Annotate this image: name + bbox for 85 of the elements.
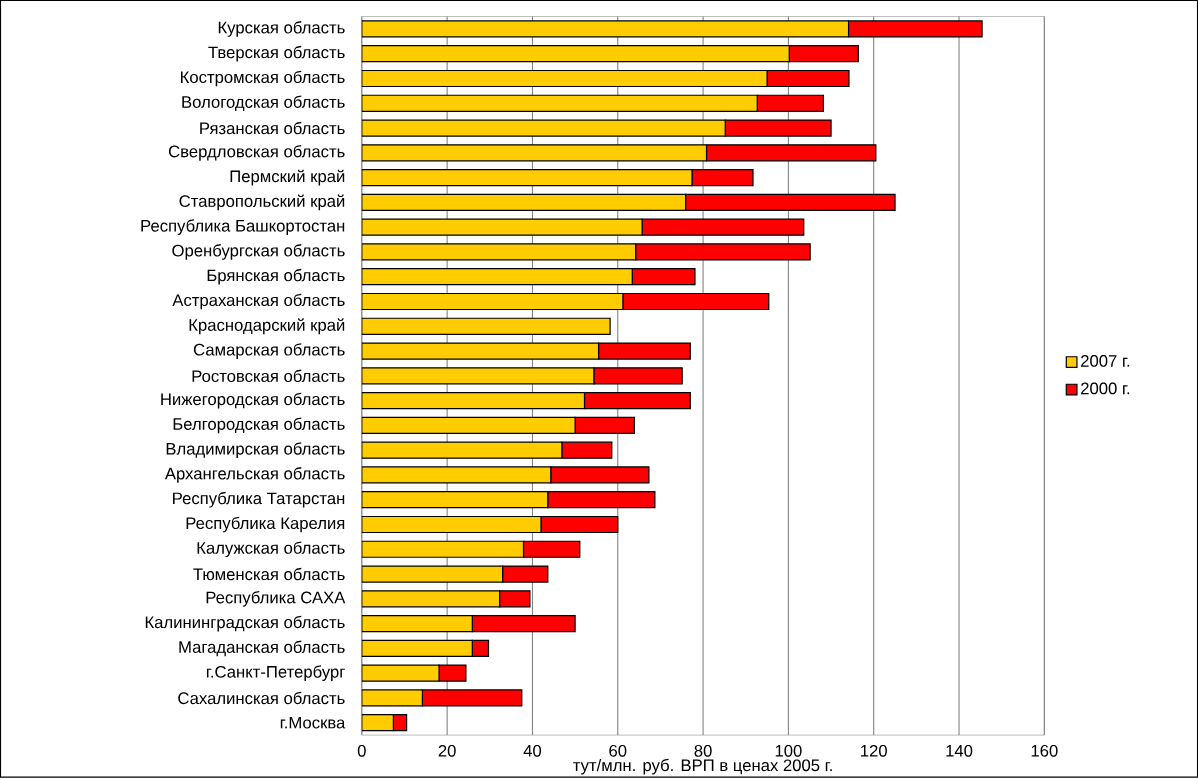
y-tick-label: Тюменская область: [193, 567, 345, 581]
y-tick-label: Калужская область: [197, 541, 345, 558]
bar: [724, 119, 832, 137]
bar: [540, 515, 619, 534]
bar: [361, 614, 473, 633]
y-tick-label: Владимирская область: [166, 442, 345, 458]
y-tick-label: Сахалинская область: [178, 691, 345, 705]
bar: [501, 565, 549, 583]
bar: [361, 69, 768, 88]
y-tick-label: Магаданская область: [179, 640, 345, 657]
y-tick-label: Рязанская область: [200, 121, 345, 135]
bar: [756, 94, 824, 112]
x-axis-title: тут/млн. руб. ВРП в ценах 2005 г.: [573, 758, 832, 775]
y-tick-label: Ростовская область: [192, 369, 345, 383]
bar: [361, 540, 525, 558]
bar: [522, 540, 581, 558]
y-tick-label: Свердловская область: [168, 144, 345, 161]
bar: [361, 268, 633, 286]
bar: [361, 491, 549, 509]
bar: [550, 466, 650, 484]
y-tick-label: Вологодская область: [182, 95, 345, 112]
bar: [691, 168, 754, 187]
y-tick-label: Самарская область: [193, 343, 345, 359]
y-tick-label: г.Москва: [280, 716, 346, 729]
bar: [622, 292, 770, 311]
y-tick-label: г.Санкт-Петербург: [206, 665, 345, 681]
bar: [593, 367, 683, 385]
y-tick-label: Калининградская область: [145, 615, 345, 632]
x-tick-label: 0: [357, 744, 366, 757]
bar: [361, 391, 586, 410]
bar: [361, 218, 643, 236]
bar: [583, 391, 691, 410]
x-tick-label: 120: [861, 744, 887, 757]
y-tick-label: Курская область: [218, 21, 345, 37]
y-tick-label: Костромская область: [180, 70, 345, 87]
y-tick-label: Республика Карелия: [186, 516, 345, 533]
y-tick-label: Архангельская область: [164, 467, 345, 483]
bar: [421, 689, 523, 707]
bar: [361, 144, 708, 162]
bar: [361, 515, 542, 534]
x-tick-label: 80: [694, 744, 712, 757]
bar: [574, 416, 635, 434]
x-tick-label: 20: [438, 744, 456, 757]
y-tick-label: Брянская область: [207, 268, 345, 285]
y-tick-label: Нижегородская область: [161, 392, 345, 409]
bar: [438, 664, 467, 682]
bar: [471, 639, 490, 657]
y-tick-label: Республика Татарстан: [173, 491, 345, 508]
bar: [361, 639, 473, 657]
bar: [361, 664, 440, 682]
bar: [561, 441, 613, 459]
bar: [499, 590, 531, 608]
bar: [361, 292, 624, 311]
y-tick-label: Республика Башкортостан: [141, 219, 345, 235]
bar: [631, 268, 696, 286]
y-tick-label: Тверская область: [208, 45, 345, 62]
bar: [361, 45, 790, 63]
bar: [361, 416, 576, 434]
y-tick-label: Ставропольский край: [179, 194, 345, 211]
y-tick-label: Астраханская область: [172, 293, 345, 310]
bar: [597, 342, 691, 360]
bar: [641, 218, 805, 236]
x-tick-label: 100: [775, 744, 802, 757]
y-tick-label: Белгородская область: [173, 417, 345, 434]
x-tick-label: 140: [946, 744, 973, 757]
bar: [471, 614, 576, 633]
bar: [361, 94, 758, 112]
bar: [635, 243, 811, 261]
y-tick-label: Пермский край: [230, 169, 345, 186]
bar: [361, 193, 687, 211]
y-tick-label: Республика САХА: [206, 590, 346, 607]
legend-label: 2007 г.: [1081, 355, 1130, 367]
bar: [361, 441, 563, 459]
bar: [361, 714, 394, 732]
x-tick-label: 60: [609, 744, 627, 757]
bar: [361, 367, 595, 385]
bar: [361, 168, 693, 187]
bar: [361, 317, 611, 335]
bar: [547, 491, 656, 509]
y-tick-label: Краснодарский край: [189, 318, 345, 335]
legend-label: 2000 г.: [1081, 382, 1130, 395]
bar: [361, 590, 501, 608]
x-tick-label: 40: [523, 744, 542, 757]
y-tick-label: Оренбургская область: [172, 244, 345, 260]
x-tick-label: 160: [1031, 744, 1058, 757]
